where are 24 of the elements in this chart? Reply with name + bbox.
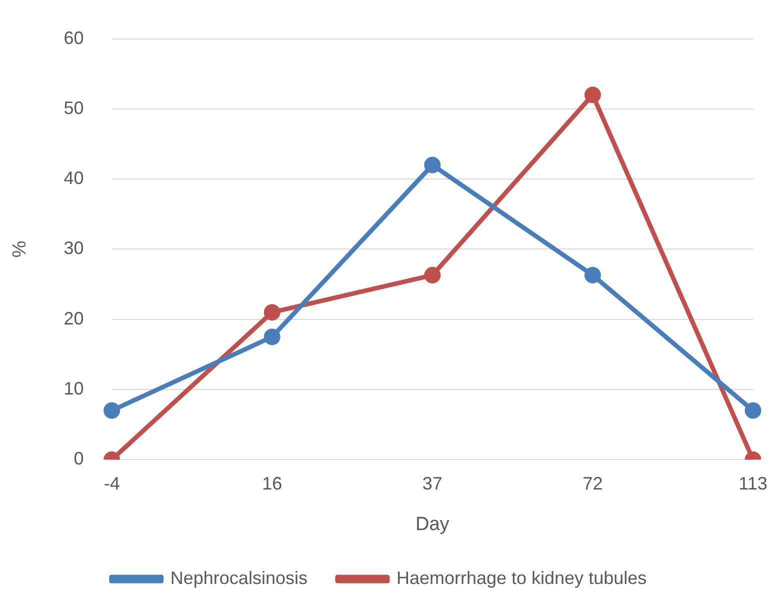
point: [424, 266, 441, 284]
y-tick-label: 0: [74, 448, 84, 469]
x-tick-label: 113: [738, 473, 768, 494]
x-tick-label: 37: [422, 473, 442, 494]
point: [584, 86, 601, 104]
point: [744, 402, 762, 419]
point: [584, 266, 601, 284]
point: [264, 328, 280, 346]
legend-label: Nephrocalsinosis: [170, 568, 308, 588]
x-tick-label: 16: [262, 473, 282, 494]
point: [424, 156, 441, 174]
x-tick-label: -4: [104, 473, 120, 494]
x-tick-label: 72: [582, 473, 603, 494]
y-tick-label: 40: [64, 168, 84, 188]
y-tick-label: 50: [64, 98, 84, 118]
y-tick-label: 10: [64, 378, 84, 398]
point: [104, 402, 120, 419]
legend-label: Haemorrhage to kidney tubules: [396, 568, 647, 588]
y-tick-label: 20: [64, 308, 84, 328]
y-tick-label: 60: [64, 28, 84, 48]
y-axis-title: %: [10, 240, 31, 258]
y-tick-label: 30: [64, 238, 84, 258]
x-axis-title: Day: [416, 514, 450, 535]
point: [264, 304, 280, 321]
